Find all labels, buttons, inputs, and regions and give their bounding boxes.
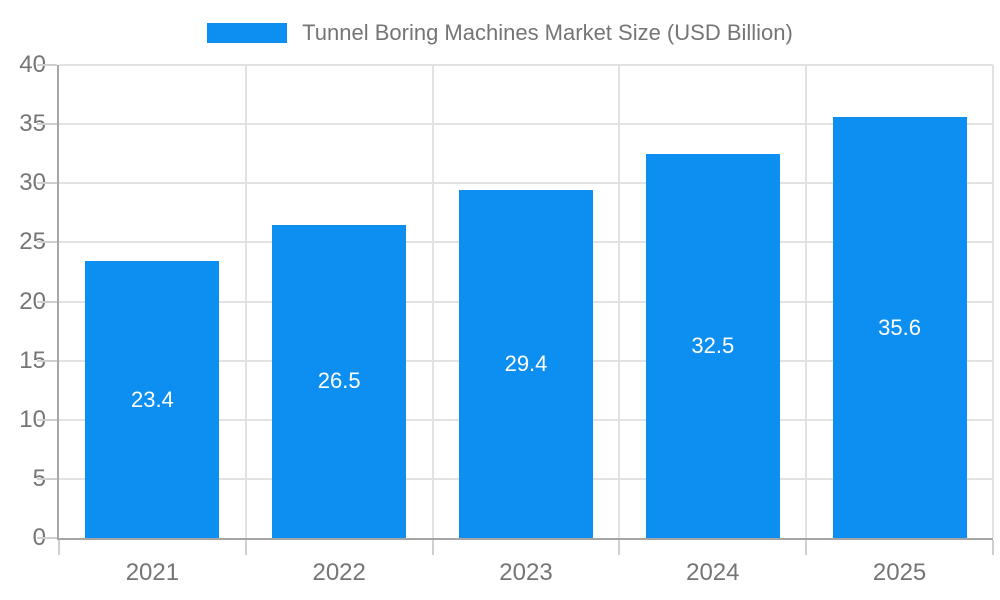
bar-value-label: 35.6 xyxy=(878,314,921,340)
y-tick-mark xyxy=(37,64,57,66)
bar: 29.4 xyxy=(459,190,593,538)
x-tick-label: 2024 xyxy=(686,559,740,586)
y-tick-mark xyxy=(37,300,57,303)
y-tick-mark xyxy=(37,359,57,362)
x-gridline xyxy=(805,65,808,538)
bar-value-label: 29.4 xyxy=(504,351,548,377)
legend-swatch xyxy=(207,23,288,43)
y-gridline xyxy=(59,64,993,66)
y-gridline xyxy=(59,182,993,185)
x-tick-mark xyxy=(618,540,621,555)
bar: 26.5 xyxy=(272,224,407,538)
x-gridline xyxy=(244,65,247,538)
x-tick-label: 2022 xyxy=(312,559,366,586)
bar-value-label: 26.5 xyxy=(317,368,361,394)
y-tick-mark xyxy=(37,241,57,244)
y-tick-mark xyxy=(37,418,57,421)
bar: 32.5 xyxy=(645,153,780,538)
x-gridline xyxy=(618,65,621,538)
bar-value-label: 32.5 xyxy=(691,332,735,358)
x-tick-mark xyxy=(244,540,247,555)
bar: 23.4 xyxy=(85,261,220,538)
x-tick-mark xyxy=(431,540,434,555)
y-tick-mark xyxy=(37,123,57,126)
x-tick-label: 2021 xyxy=(125,559,180,586)
legend-item[interactable]: Tunnel Boring Machines Market Size (USD … xyxy=(0,18,1000,48)
y-tick-mark xyxy=(37,537,57,539)
x-axis-line xyxy=(57,538,993,540)
x-tick-mark xyxy=(805,540,808,555)
y-tick-mark xyxy=(37,182,57,185)
x-tick-label: 2023 xyxy=(499,559,553,586)
x-gridline xyxy=(992,65,994,538)
x-tick-label: 2025 xyxy=(872,559,927,586)
bar: 35.6 xyxy=(832,117,967,538)
x-tick-mark xyxy=(992,540,994,555)
bar-value-label: 23.4 xyxy=(130,386,174,412)
legend-label: Tunnel Boring Machines Market Size (USD … xyxy=(302,20,793,45)
y-gridline xyxy=(59,123,993,126)
y-axis-line xyxy=(57,65,59,540)
x-tick-mark xyxy=(58,540,60,555)
plot-area: 23.4 26.5 29.4 32.5 35.6 xyxy=(37,64,994,555)
x-gridline xyxy=(431,65,434,538)
y-tick-mark xyxy=(37,477,57,480)
